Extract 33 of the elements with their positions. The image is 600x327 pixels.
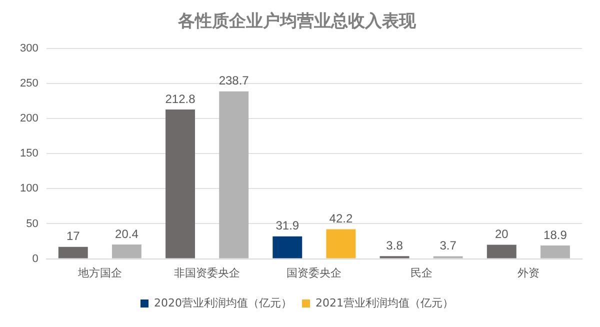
bar — [326, 229, 356, 258]
x-tick-label: 民企 — [410, 266, 432, 280]
data-label: 17 — [66, 229, 80, 244]
data-label: 20 — [494, 227, 509, 242]
data-label: 20.4 — [115, 226, 139, 241]
x-tick-label: 国资委央企 — [286, 266, 342, 280]
data-label: 42.2 — [329, 212, 353, 226]
y-tick-label: 100 — [20, 182, 38, 195]
data-label: 3.7 — [440, 238, 457, 253]
chart-title: 各性质企业户均营业总收入表现 — [177, 12, 417, 32]
data-label: 18.9 — [544, 228, 568, 242]
y-tick-label: 200 — [20, 112, 38, 125]
y-tick-label: 0 — [32, 252, 38, 265]
data-label: 238.7 — [218, 74, 250, 88]
bar — [219, 91, 249, 258]
y-tick-label: 150 — [20, 148, 38, 160]
legend-label: 2020营业利润均值（亿元） — [154, 296, 292, 310]
data-label: 3.8 — [386, 238, 404, 252]
x-tick-label: 地方国企 — [76, 266, 122, 280]
y-tick-label: 250 — [20, 78, 38, 90]
data-label: 31.9 — [276, 218, 300, 233]
legend-label: 2021营业利润均值（亿元） — [316, 296, 454, 310]
bar — [272, 236, 302, 258]
bar — [58, 246, 88, 258]
data-label: 212.8 — [165, 92, 196, 106]
x-tick-label: 外资 — [517, 266, 540, 280]
bar — [112, 244, 142, 258]
bar — [486, 244, 516, 258]
y-tick-label: 50 — [26, 218, 38, 230]
y-tick-label: 300 — [20, 42, 38, 54]
x-tick-label: 非国资委央企 — [174, 266, 240, 280]
bar — [166, 110, 195, 258]
bar — [540, 246, 570, 258]
